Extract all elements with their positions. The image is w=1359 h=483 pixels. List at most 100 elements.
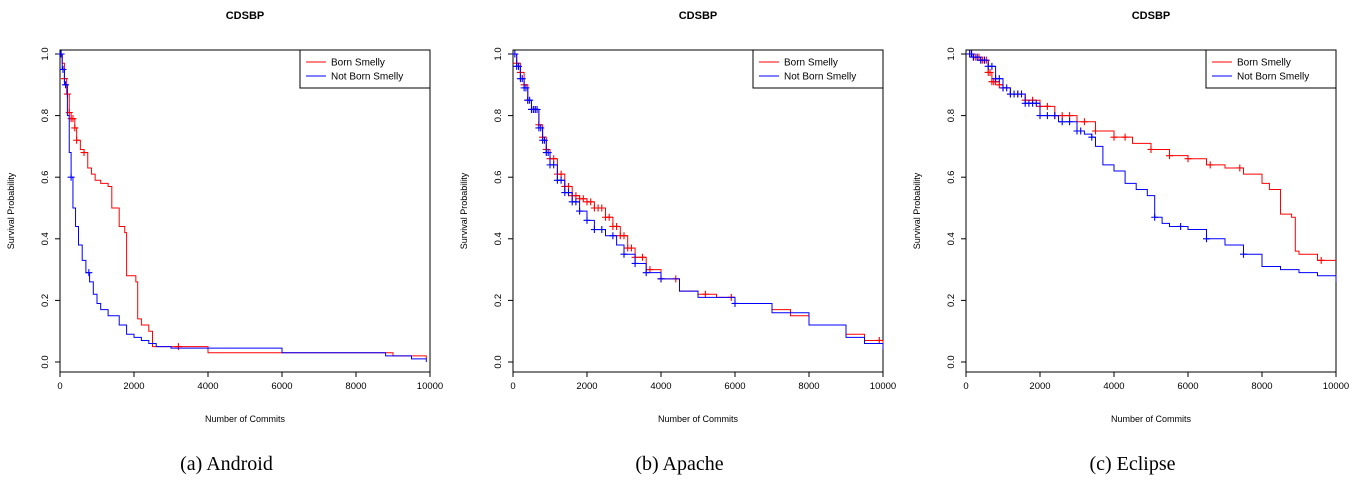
censor-mark bbox=[1036, 112, 1044, 120]
censor-mark bbox=[80, 149, 88, 157]
censor-mark bbox=[511, 50, 519, 58]
censor-mark bbox=[540, 136, 548, 144]
censor-mark bbox=[981, 56, 988, 64]
x-tick-label: 10000 bbox=[417, 381, 443, 392]
censor-marks bbox=[57, 50, 93, 277]
censor-mark bbox=[1080, 118, 1088, 126]
censor-mark bbox=[69, 115, 77, 123]
censor-mark bbox=[609, 232, 617, 240]
y-tick-label: 0.6 bbox=[40, 171, 51, 184]
series-line bbox=[60, 53, 427, 362]
legend-label: Not Born Smelly bbox=[784, 72, 856, 83]
censor-mark bbox=[657, 275, 665, 283]
plot-frame bbox=[512, 49, 884, 373]
y-axis-label: Survival Probability bbox=[912, 172, 922, 249]
censor-mark bbox=[522, 84, 530, 92]
censor-mark bbox=[1177, 222, 1185, 230]
censor-mark bbox=[1032, 99, 1040, 107]
series-line bbox=[513, 53, 884, 350]
chart-title: CDSBP bbox=[679, 10, 718, 22]
plot-frame bbox=[59, 49, 431, 373]
censor-mark bbox=[646, 266, 654, 274]
y-tick-label: 0.4 bbox=[40, 232, 51, 245]
censor-mark bbox=[565, 182, 572, 190]
x-tick-label: 0 bbox=[57, 381, 62, 392]
censor-mark bbox=[550, 161, 558, 169]
y-tick-label: 0.8 bbox=[493, 109, 504, 122]
chart-panel-eclipse: CDSBP 0 2000 4000 6000 8000 10000 0.0 0.2 0.4 0.6 0… bbox=[906, 0, 1359, 483]
legend-box bbox=[299, 49, 431, 89]
x-tick-label: 4000 bbox=[650, 381, 671, 392]
censor-mark bbox=[598, 226, 606, 234]
legend-label: Born Smelly bbox=[1237, 58, 1291, 69]
y-tick-label: 0.6 bbox=[946, 171, 957, 184]
censor-mark bbox=[875, 336, 883, 344]
censor-mark bbox=[1110, 133, 1118, 141]
y-tick-label: 0.8 bbox=[40, 109, 51, 122]
x-tick-label: 8000 bbox=[798, 381, 819, 392]
censor-mark bbox=[1058, 118, 1066, 126]
legend-label: Not Born Smelly bbox=[331, 72, 403, 83]
legend: Born Smelly Not Born Smelly bbox=[299, 49, 431, 89]
censor-marks bbox=[513, 59, 883, 344]
censor-mark bbox=[565, 189, 572, 197]
legend: Born Smelly Not Born Smelly bbox=[752, 49, 884, 89]
legend-label: Not Born Smelly bbox=[1237, 72, 1309, 83]
chart-title: CDSBP bbox=[1132, 10, 1171, 22]
censor-mark bbox=[1236, 164, 1244, 172]
censor-mark bbox=[1317, 256, 1325, 264]
censor-mark bbox=[1147, 145, 1155, 153]
censor-mark bbox=[62, 81, 70, 89]
x-tick-label: 2000 bbox=[123, 381, 144, 392]
censor-mark bbox=[1203, 235, 1210, 243]
censor-mark bbox=[598, 204, 606, 212]
censor-mark bbox=[579, 195, 587, 203]
censor-mark bbox=[1077, 127, 1085, 135]
censor-mark bbox=[544, 149, 552, 157]
censor-mark bbox=[533, 105, 541, 113]
y-tick-label: 0.0 bbox=[946, 355, 957, 368]
y-tick-label: 0.2 bbox=[40, 294, 51, 307]
y-tick-label: 1.0 bbox=[40, 47, 51, 60]
censor-mark bbox=[701, 290, 709, 298]
x-tick-label: 6000 bbox=[724, 381, 745, 392]
censor-mark bbox=[1066, 118, 1074, 126]
censor-mark bbox=[85, 269, 93, 277]
censor-mark bbox=[537, 124, 545, 132]
censor-mark bbox=[73, 136, 81, 144]
censor-mark bbox=[1166, 152, 1173, 160]
y-tick-label: 1.0 bbox=[946, 47, 957, 60]
censor-mark bbox=[1058, 112, 1066, 120]
censor-marks bbox=[966, 50, 1247, 258]
censor-marks bbox=[60, 75, 182, 351]
censor-mark bbox=[620, 250, 628, 258]
censor-marks bbox=[511, 50, 739, 307]
y-axis-label: Survival Probability bbox=[6, 172, 16, 249]
chart-panel-android: CDSBP 0 2000 4000 6000 8000 10000 0.0 0.2 0.4 0.6 0… bbox=[0, 0, 453, 483]
x-tick-label: 6000 bbox=[271, 381, 292, 392]
censor-mark bbox=[1018, 90, 1025, 98]
y-tick-label: 0.2 bbox=[493, 294, 504, 307]
censor-mark bbox=[620, 232, 628, 240]
chart-android: CDSBP 0 2000 4000 6000 8000 10000 0.0 0.2 0.4 0.6 0… bbox=[6, 10, 443, 424]
censor-mark bbox=[986, 68, 994, 76]
y-tick-label: 0.6 bbox=[493, 171, 504, 184]
censor-mark bbox=[583, 216, 591, 224]
censor-mark bbox=[731, 299, 739, 307]
x-tick-label: 2000 bbox=[576, 381, 597, 392]
series-line bbox=[513, 53, 884, 344]
censor-mark bbox=[174, 343, 182, 351]
x-tick-label: 8000 bbox=[1251, 381, 1272, 392]
censor-mark bbox=[1066, 112, 1074, 120]
legend-label: Born Smelly bbox=[331, 58, 385, 69]
x-tick-label: 0 bbox=[510, 381, 515, 392]
censor-mark bbox=[627, 244, 635, 252]
censor-mark bbox=[1151, 213, 1159, 221]
censor-mark bbox=[557, 176, 565, 184]
censor-mark bbox=[59, 65, 67, 73]
y-tick-label: 0.4 bbox=[946, 232, 957, 245]
censor-mark bbox=[71, 124, 79, 132]
censor-mark bbox=[642, 269, 650, 277]
y-tick-label: 0.0 bbox=[493, 355, 504, 368]
legend: Born Smelly Not Born Smelly bbox=[1205, 49, 1337, 89]
